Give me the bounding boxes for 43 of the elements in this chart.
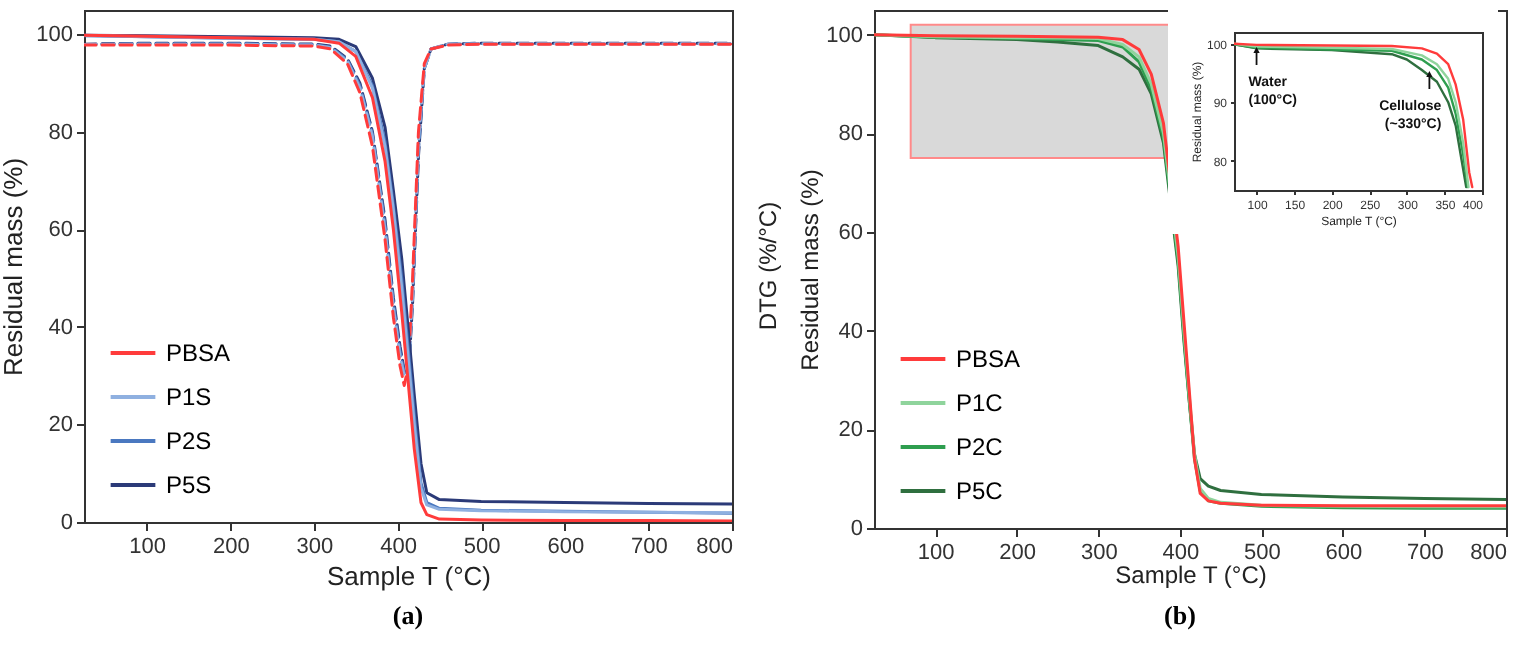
y-tick-label: 60 xyxy=(48,218,73,243)
x-tick-label: 600 xyxy=(547,535,585,559)
x-tick-label: 100 xyxy=(917,541,955,565)
legend-label: PBSA xyxy=(166,339,231,367)
y-tick-label: 80 xyxy=(838,122,863,147)
x-tick-label: 300 xyxy=(296,535,334,559)
y-axis-title: Residual mass (%) xyxy=(0,157,29,377)
x-tick-label: 700 xyxy=(631,535,668,559)
legend-label: P1S xyxy=(166,383,212,411)
x-tick-label: 400 xyxy=(380,535,417,559)
legend-label: P2S xyxy=(166,427,212,455)
y-tick-label: 20 xyxy=(48,413,73,438)
y-tick-label: 0 xyxy=(850,517,863,541)
legend-label: P1C xyxy=(956,389,1004,417)
x-tick-label: 700 xyxy=(1407,541,1444,565)
y-tick-label: 0 xyxy=(60,511,73,535)
x-tick-label: 500 xyxy=(463,535,501,559)
x-tick-label: 800 xyxy=(696,535,733,559)
x-tick-label: 400 xyxy=(1162,541,1200,565)
x-tick-label: 200 xyxy=(212,535,250,559)
legend-label: PBSA xyxy=(956,345,1021,373)
text: (b) xyxy=(1164,600,1196,632)
y-tick-label: 40 xyxy=(48,315,73,340)
x-tick-label: 200 xyxy=(999,541,1037,565)
y-tick-label: 60 xyxy=(838,221,863,245)
y2-axis-title: DTG (%/°C) xyxy=(754,201,782,331)
x-tick-label: 800 xyxy=(1470,541,1507,565)
legend-label: P5S xyxy=(166,471,212,499)
x-axis-title: Sample T (°C) xyxy=(1115,561,1267,589)
x-tick-label: 100 xyxy=(129,535,167,559)
y-tick-label: 100 xyxy=(36,23,73,48)
legend-label: P5C xyxy=(956,477,1004,505)
x-tick-label: 600 xyxy=(1325,541,1363,565)
y-axis-title: Residual mass (%) xyxy=(796,169,825,371)
x-axis-title: Sample T (°C) xyxy=(326,561,492,591)
y-tick-label: 80 xyxy=(48,120,73,145)
y-tick-label: 20 xyxy=(838,418,863,443)
text: (a) xyxy=(392,600,424,632)
legend-label: P2C xyxy=(956,433,1004,461)
x-tick-label: 500 xyxy=(1244,541,1281,565)
y-tick-label: 40 xyxy=(838,319,863,344)
x-tick-label: 300 xyxy=(1080,541,1118,565)
y-tick-label: 100 xyxy=(826,23,863,48)
